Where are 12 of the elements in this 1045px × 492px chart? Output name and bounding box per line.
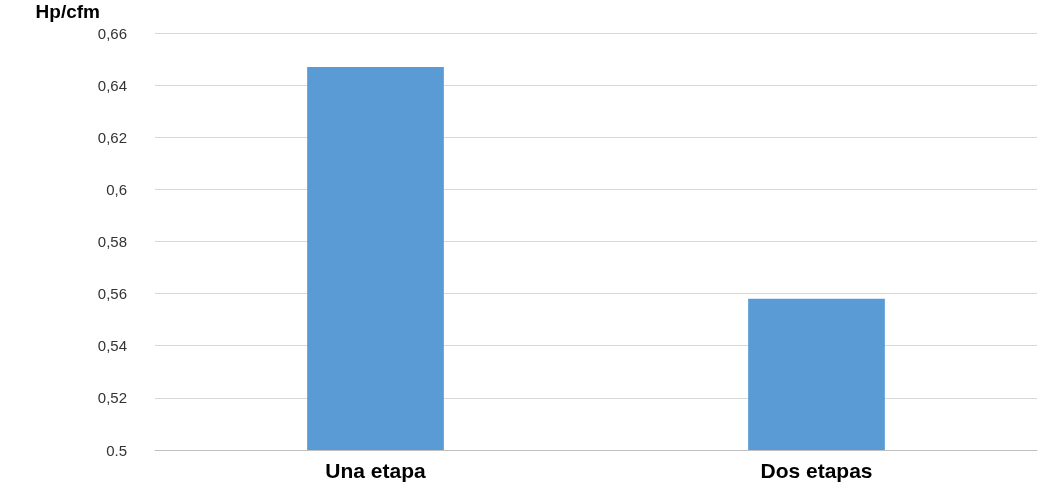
y-axis-title: Hp/cfm [35, 1, 100, 22]
y-tick-label: 0,56 [97, 285, 127, 303]
y-tick-label: 0.5 [106, 441, 127, 459]
y-tick-label: 0,54 [97, 337, 127, 355]
y-tick-label: 0,6 [106, 180, 127, 198]
y-tick-label: 0,64 [97, 76, 127, 94]
x-tick-label: Dos etapas [760, 459, 873, 482]
y-tick-label: 0,66 [97, 24, 127, 42]
y-tick-label: 0,62 [97, 128, 127, 146]
y-tick-label: 0,52 [97, 389, 127, 407]
x-tick-label: Una etapa [325, 459, 426, 482]
y-tick-label: 0,58 [97, 233, 127, 250]
